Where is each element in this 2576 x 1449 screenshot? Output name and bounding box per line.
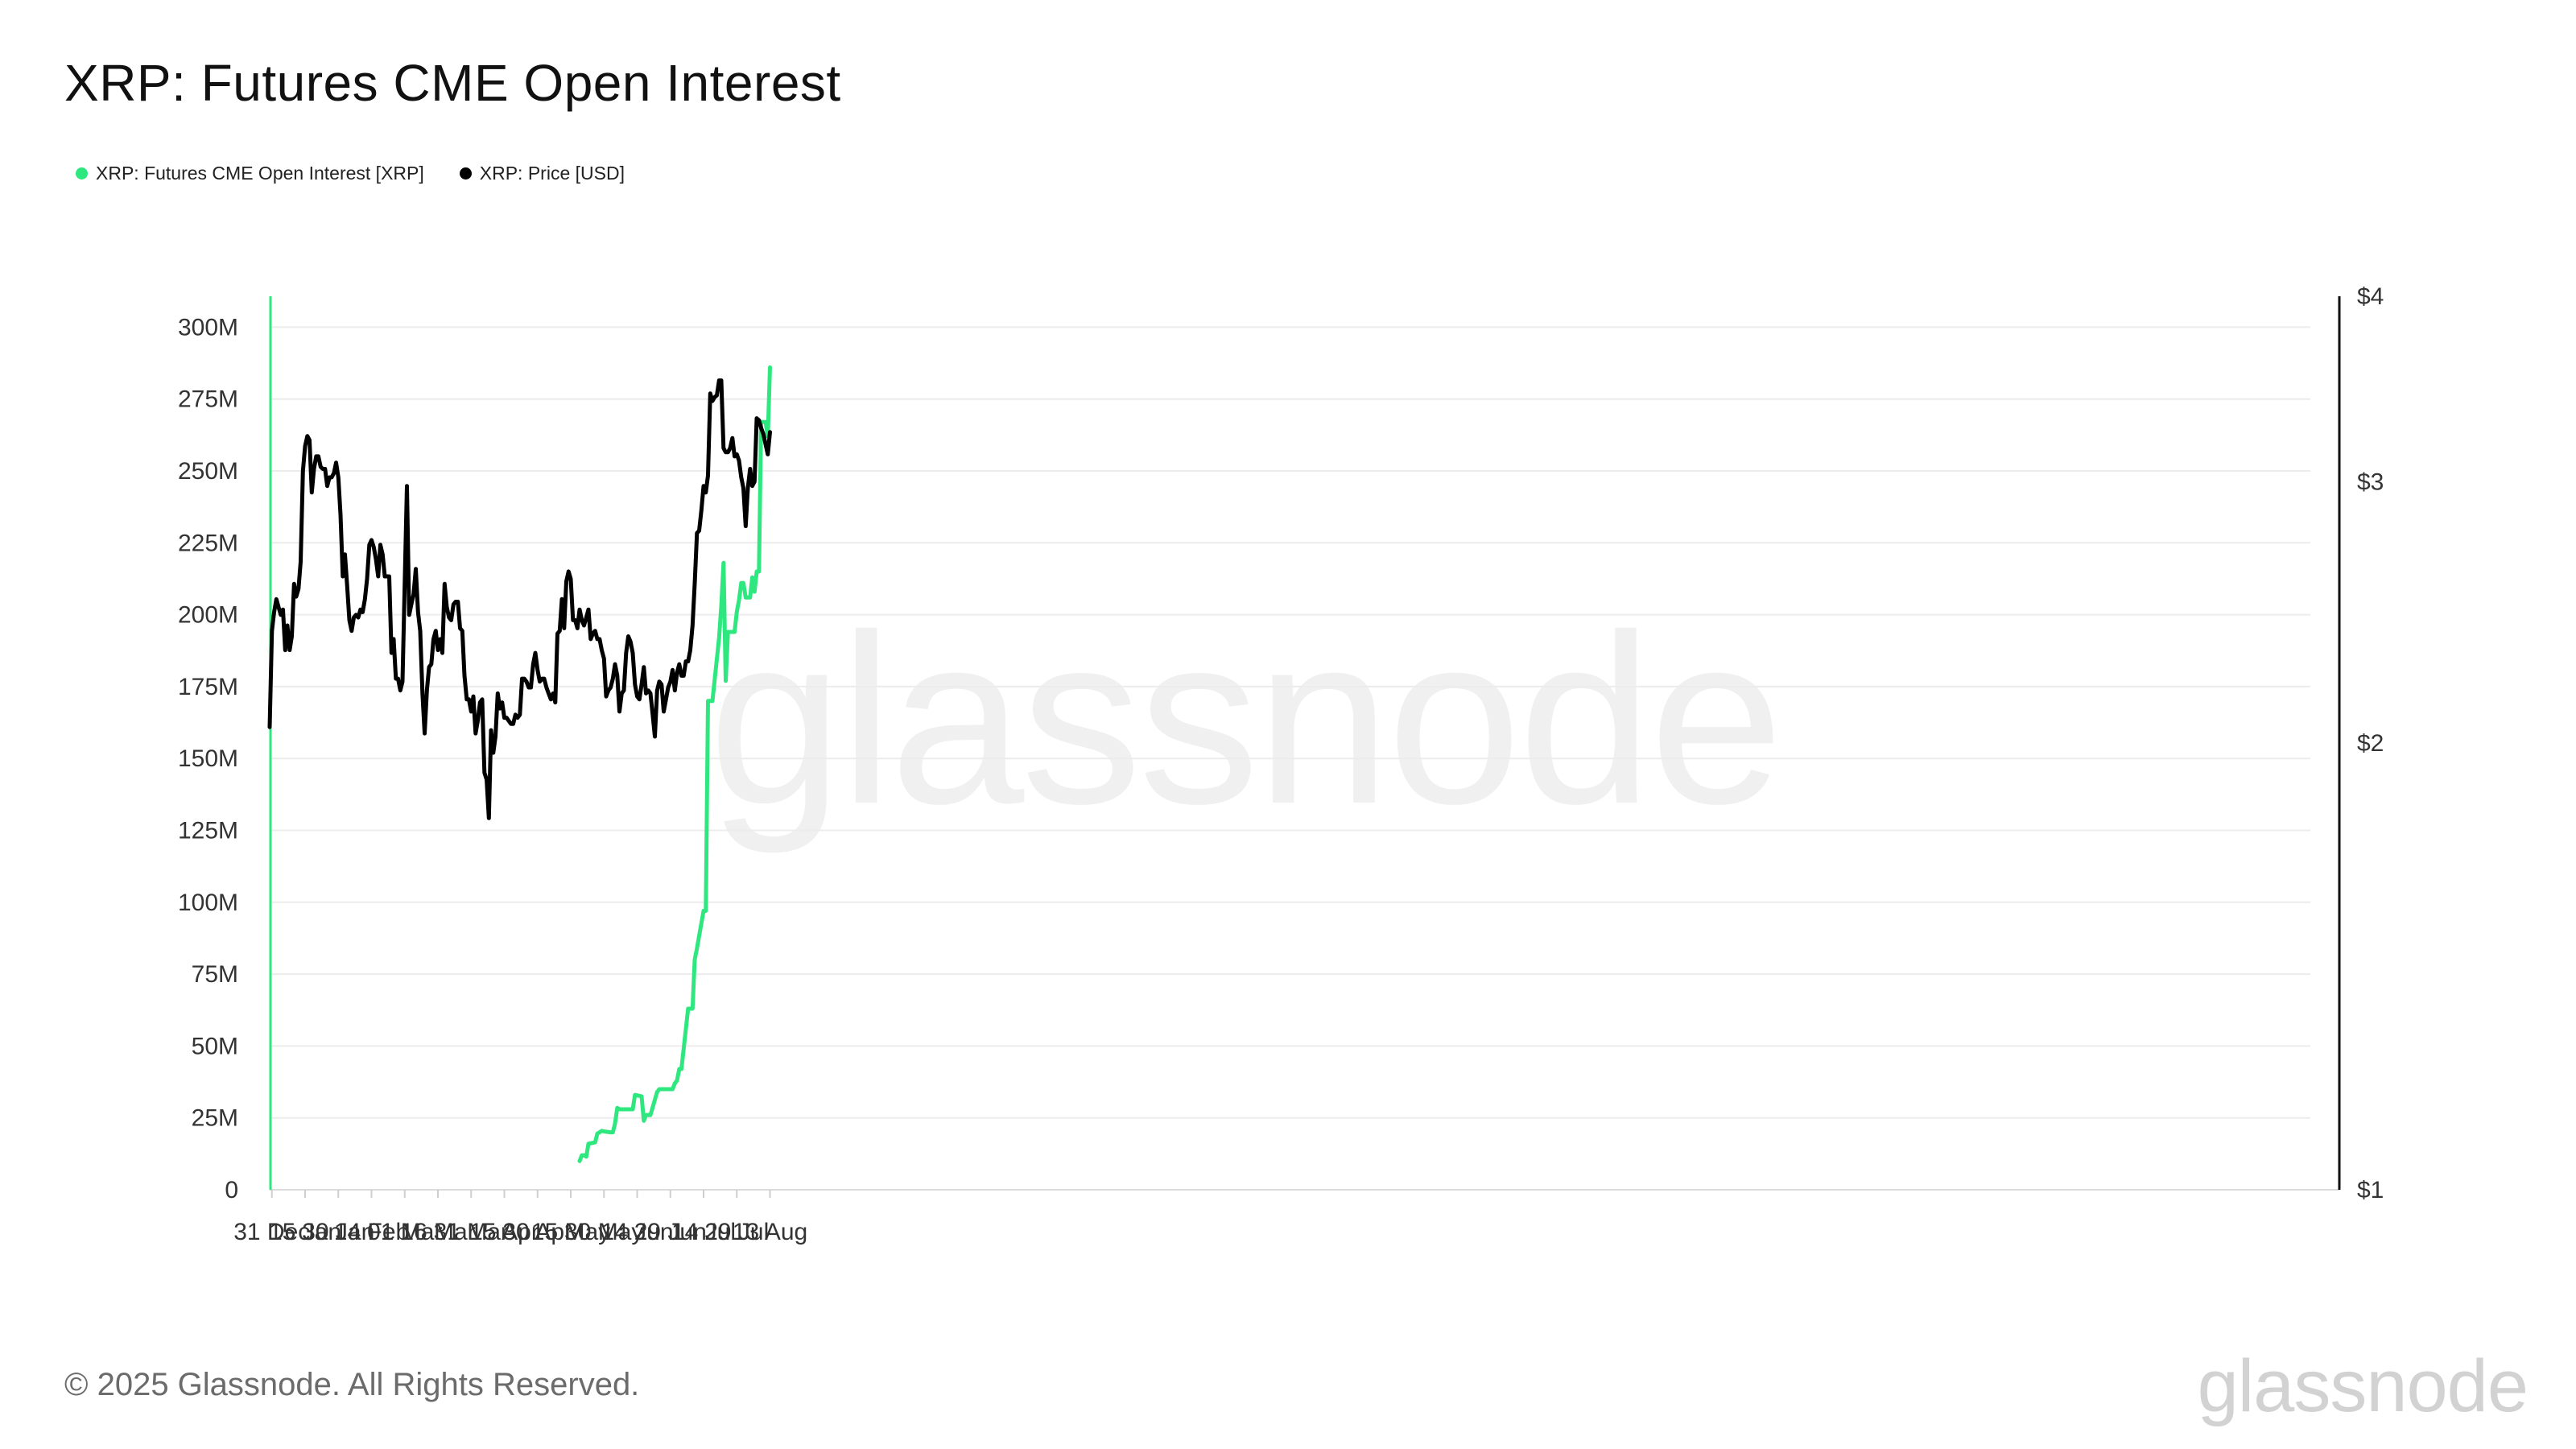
x-tick-label: 30 Jan (302, 1219, 374, 1245)
price-line (267, 378, 772, 820)
y-right-tick-label: $2 (2357, 730, 2384, 757)
x-tick-label: 16 Mar (400, 1219, 475, 1245)
y-left-tick-label: 300M (178, 314, 238, 341)
y-left-tick-label: 0 (225, 1177, 238, 1203)
x-tick-label: 14 Jun (601, 1219, 673, 1245)
legend-item-open-interest[interactable]: XRP: Futures CME Open Interest [XRP] (76, 163, 424, 184)
x-tick-label: 14 Jul (671, 1219, 736, 1245)
y-left-tick-label: 225M (178, 530, 238, 556)
x-tick-label: 30 Apr (502, 1219, 572, 1245)
y-right-tick-label: $3 (2357, 469, 2384, 495)
y-right-tick-label: $1 (2357, 1177, 2384, 1203)
legend-label-price: XRP: Price [USD] (479, 163, 625, 184)
x-tick-label: 15 May (531, 1219, 610, 1245)
y-left-tick-label: 200M (178, 602, 238, 629)
y-left-tick-label: 100M (178, 890, 238, 916)
legend-label-open-interest: XRP: Futures CME Open Interest [XRP] (96, 163, 424, 184)
y-left-tick-label: 150M (178, 745, 238, 772)
open-interest-line (577, 365, 772, 1163)
y-left-tick-label: 25M (192, 1105, 238, 1132)
y-left-tick-label: 275M (178, 386, 238, 413)
legend: XRP: Futures CME Open Interest [XRP] XRP… (76, 163, 625, 184)
y-left-tick-label: 50M (192, 1033, 238, 1059)
x-tick-label: 15 Apr (469, 1219, 539, 1245)
x-tick-label: 15 Jan (269, 1219, 341, 1245)
x-tick-label: 31 Mar (434, 1219, 509, 1245)
chart-title: XRP: Futures CME Open Interest (64, 54, 841, 112)
x-tick-label: 13 Aug (733, 1219, 807, 1245)
y-left-tick-label: 125M (178, 818, 238, 844)
legend-dot-price (459, 167, 472, 180)
y-right-tick-label: $4 (2357, 283, 2384, 310)
y-left-tick-label: 250M (178, 458, 238, 485)
x-tick-label: 29 Jun (634, 1219, 707, 1245)
x-tick-label: 30 May (564, 1219, 643, 1245)
legend-dot-open-interest (76, 167, 88, 180)
legend-item-price[interactable]: XRP: Price [USD] (459, 163, 625, 184)
x-tick-label: 01 Mar (367, 1219, 442, 1245)
y-left-tick-label: 75M (192, 961, 238, 988)
x-tick-label: 31 Dec (233, 1219, 310, 1245)
x-tick-label: 14 Feb (334, 1219, 409, 1245)
y-left-tick-label: 175M (178, 674, 238, 700)
glassnode-logo: glassnode (2197, 1345, 2529, 1427)
x-tick-label: 29 Jul (704, 1219, 769, 1245)
copyright-footer: © 2025 Glassnode. All Rights Reserved. (64, 1367, 640, 1402)
